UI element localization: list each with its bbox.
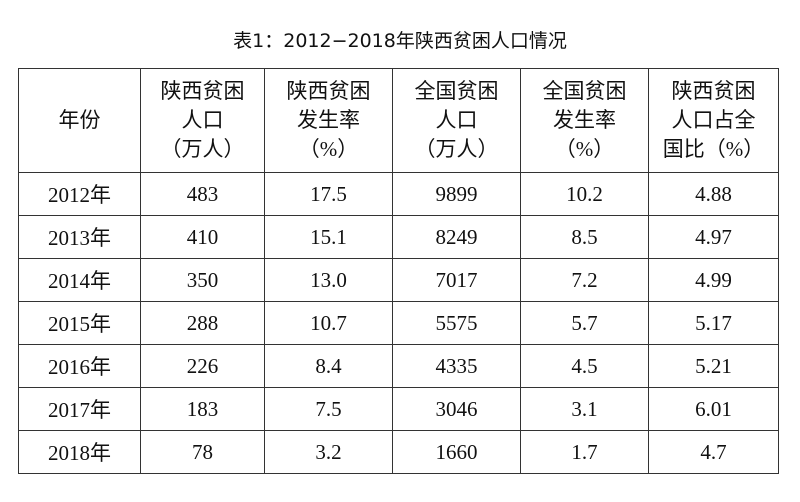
header-cell: 陕西贫困人口占全国比（%） [648,68,779,173]
value-cell: 4.7 [648,430,779,474]
value-cell: 4.88 [648,172,779,216]
value-cell: 6.01 [648,387,779,431]
table: 年份 陕西贫困人口 （万人） 陕西贫困发生率 （%） 全国贫困人口 （万人） 全国贫困发生率 （… [18,68,779,474]
value-cell: 9899 [392,172,521,216]
table-row: 2016年 226 8.4 4335 4.5 5.21 [18,344,779,388]
table-row: 2013年 410 15.1 8249 8.5 4.97 [18,215,779,259]
header-line: 年份 [58,108,101,132]
header-line: （%） [298,137,359,161]
value-cell: 1.7 [520,430,649,474]
header-line: 陕西贫困 [160,79,245,103]
value-cell: 483 [140,172,265,216]
value-cell: 78 [140,430,265,474]
header-cell: 全国贫困发生率 （%） [520,68,649,173]
header-cell: 陕西贫困发生率 （%） [264,68,393,173]
value-cell: 183 [140,387,265,431]
header-line: 发生率 [553,108,616,132]
header-line: 全国贫困 [542,79,627,103]
value-cell: 5.17 [648,301,779,345]
value-cell: 5575 [392,301,521,345]
header-line: 国比（%） [662,137,765,161]
value-cell: 226 [140,344,265,388]
value-cell: 13.0 [264,258,393,302]
header-cell: 年份 [18,68,141,173]
value-cell: 8249 [392,215,521,259]
value-cell: 5.7 [520,301,649,345]
value-cell: 4.99 [648,258,779,302]
table-row: 2012年 483 17.5 9899 10.2 4.88 [18,172,779,216]
table-body: 2012年 483 17.5 9899 10.2 4.88 2013年 410 15.1 8249… [18,172,779,474]
header-line: （万人） [414,137,499,161]
value-cell: 17.5 [264,172,393,216]
header-line: 陕西贫困 [671,79,756,103]
header-line: 陕西贫困 [286,79,371,103]
year-cell: 2018年 [18,430,141,474]
value-cell: 8.5 [520,215,649,259]
header-line: （%） [554,137,615,161]
value-cell: 7.5 [264,387,393,431]
header-cell: 陕西贫困人口 （万人） [140,68,265,173]
value-cell: 3046 [392,387,521,431]
value-cell: 15.1 [264,215,393,259]
value-cell: 7.2 [520,258,649,302]
table-row: 2015年 288 10.7 5575 5.7 5.17 [18,301,779,345]
header-line: （万人） [160,137,245,161]
value-cell: 410 [140,215,265,259]
header-cell: 全国贫困人口 （万人） [392,68,521,173]
year-cell: 2012年 [18,172,141,216]
header-line: 全国贫困 [414,79,499,103]
value-cell: 8.4 [264,344,393,388]
header-row: 年份 陕西贫困人口 （万人） 陕西贫困发生率 （%） 全国贫困人口 （万人） 全国贫困发生率 （… [18,68,779,173]
table-title: 表1：2012−2018年陕西贫困人口情况 [233,30,567,52]
header-line: 人口 [181,108,224,132]
year-cell: 2015年 [18,301,141,345]
table-row: 2018年 78 3.2 1660 1.7 4.7 [18,430,779,474]
value-cell: 3.1 [520,387,649,431]
value-cell: 10.7 [264,301,393,345]
value-cell: 1660 [392,430,521,474]
value-cell: 3.2 [264,430,393,474]
year-cell: 2014年 [18,258,141,302]
year-cell: 2016年 [18,344,141,388]
value-cell: 5.21 [648,344,779,388]
header-line: 发生率 [297,108,360,132]
value-cell: 4335 [392,344,521,388]
value-cell: 7017 [392,258,521,302]
value-cell: 288 [140,301,265,345]
value-cell: 4.97 [648,215,779,259]
year-cell: 2017年 [18,387,141,431]
value-cell: 10.2 [520,172,649,216]
header-line: 人口占全 [671,108,756,132]
value-cell: 350 [140,258,265,302]
year-cell: 2013年 [18,215,141,259]
header-line: 人口 [435,108,478,132]
value-cell: 4.5 [520,344,649,388]
table-row: 2014年 350 13.0 7017 7.2 4.99 [18,258,779,302]
table-row: 2017年 183 7.5 3046 3.1 6.01 [18,387,779,431]
